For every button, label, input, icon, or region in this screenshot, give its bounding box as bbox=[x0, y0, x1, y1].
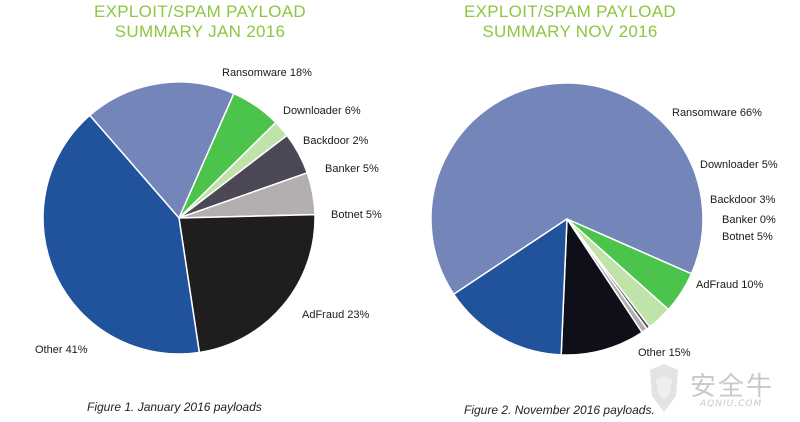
slice-label-nov-ransomware: Ransomware 66% bbox=[672, 107, 762, 119]
slice-label-jan-botnet: Botnet 5% bbox=[331, 209, 382, 221]
chart-title-nov: EXPLOIT/SPAM PAYLOAD SUMMARY NOV 2016 bbox=[430, 2, 710, 42]
pie-slice-nov-adfraud bbox=[560, 218, 643, 356]
chart-title-nov-line-1: EXPLOIT/SPAM PAYLOAD bbox=[464, 2, 676, 21]
slice-label-nov-botnet: Botnet 5% bbox=[722, 231, 773, 243]
slice-label-nov-downloader: Downloader 5% bbox=[700, 159, 778, 171]
slice-label-jan-backdoor: Backdoor 2% bbox=[303, 135, 369, 147]
slice-label-nov-adfraud: AdFraud 10% bbox=[696, 279, 763, 291]
slice-label-jan-other: Other 41% bbox=[35, 344, 88, 356]
pie-slice-jan-ransomware bbox=[89, 81, 235, 219]
slice-label-nov-backdoor: Backdoor 3% bbox=[710, 194, 776, 206]
pie-slice-jan-adfraud bbox=[178, 213, 316, 354]
pie-slice-nov-ransomware bbox=[430, 82, 704, 296]
figure-caption-jan: Figure 1. January 2016 payloads bbox=[87, 400, 262, 414]
pie-slice-jan-other bbox=[42, 114, 201, 355]
watermark-logo-icon bbox=[650, 364, 678, 412]
chart-title-jan-line-2: SUMMARY JAN 2016 bbox=[114, 22, 286, 41]
chart-title-jan-line-1: EXPLOIT/SPAM PAYLOAD bbox=[94, 2, 306, 21]
chart-title-nov-line-2: SUMMARY NOV 2016 bbox=[482, 22, 658, 41]
slice-label-nov-other: Other 15% bbox=[638, 347, 691, 359]
chart-title-jan: EXPLOIT/SPAM PAYLOAD SUMMARY JAN 2016 bbox=[60, 2, 340, 42]
slice-label-jan-downloader: Downloader 6% bbox=[283, 105, 361, 117]
watermark-text: 安全牛 bbox=[690, 372, 775, 402]
slice-label-jan-ransomware: Ransomware 18% bbox=[222, 67, 312, 79]
slice-label-jan-banker: Banker 5% bbox=[325, 163, 379, 175]
watermark-subtext: AQNIU.COM bbox=[700, 399, 763, 409]
pie-chart-nov: Ransomware 66% Downloader 5% Backdoor 3% Ba… bbox=[430, 82, 778, 359]
pie-slice-nov-other bbox=[452, 218, 568, 356]
slice-label-nov-banker: Banker 0% bbox=[722, 214, 776, 226]
figure-caption-nov: Figure 2. November 2016 payloads. bbox=[464, 403, 655, 417]
slice-label-jan-adfraud: AdFraud 23% bbox=[302, 309, 369, 321]
pie-chart-jan: Ransomware 18% Downloader 6% Backdoor 2% Ba… bbox=[35, 67, 382, 356]
